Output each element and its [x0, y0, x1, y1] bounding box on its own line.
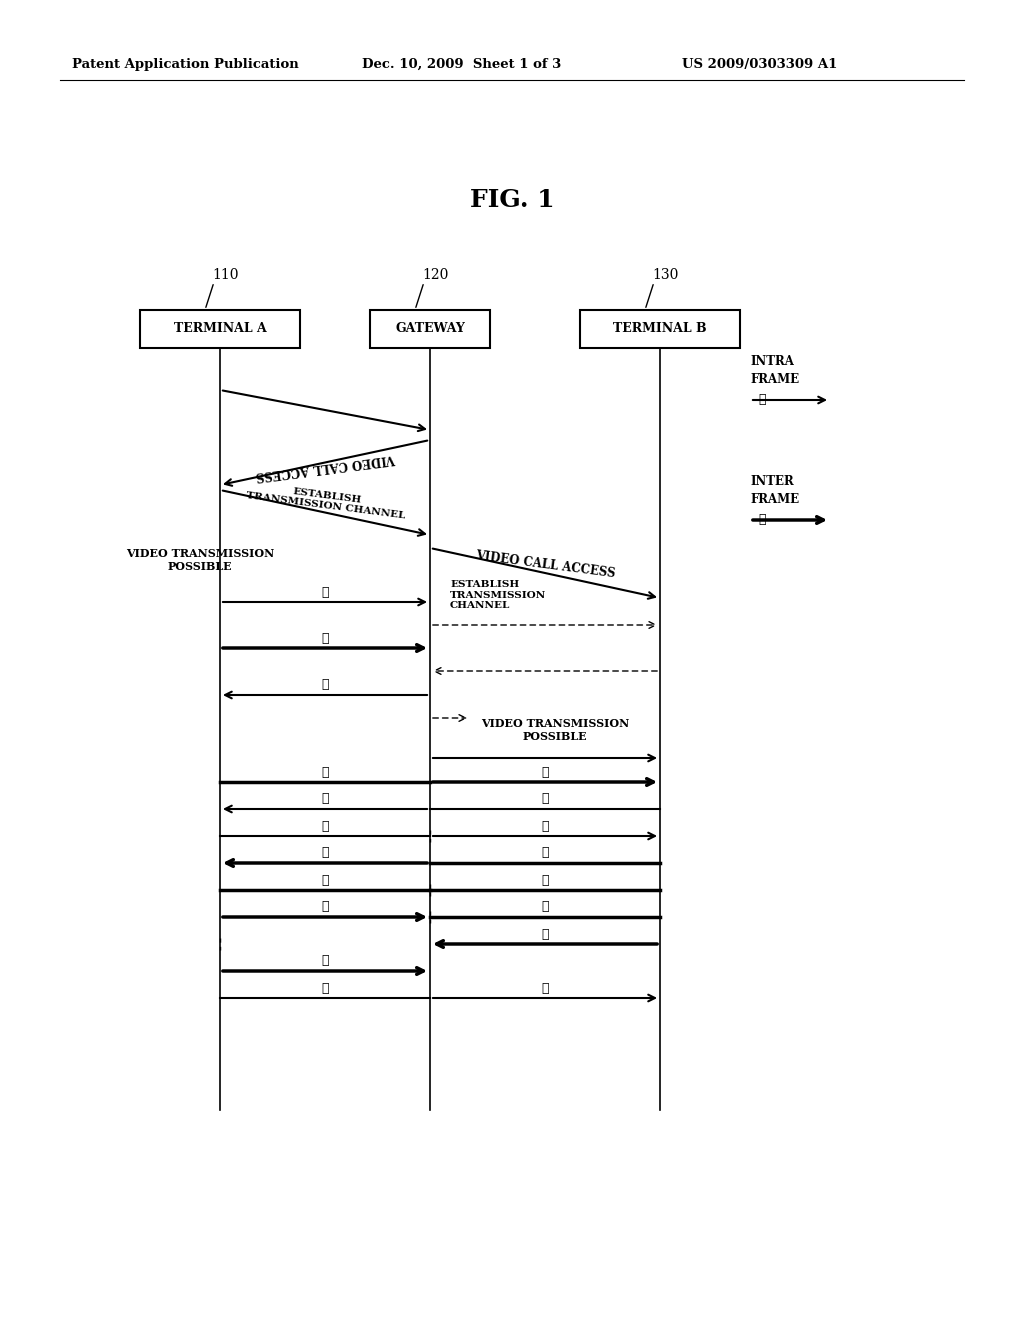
- Text: ②: ②: [322, 954, 329, 968]
- Text: ①: ①: [542, 982, 549, 994]
- Text: FRAME: FRAME: [750, 374, 799, 385]
- Text: GATEWAY: GATEWAY: [395, 322, 465, 335]
- Text: ②: ②: [758, 513, 766, 525]
- Text: ②: ②: [542, 928, 549, 940]
- Text: ②: ②: [322, 766, 329, 779]
- Text: TERMINAL A: TERMINAL A: [174, 322, 266, 335]
- Text: 110: 110: [212, 268, 239, 282]
- Text: ①: ①: [542, 820, 549, 833]
- Text: ESTABLISH
TRANSMISSION CHANNEL: ESTABLISH TRANSMISSION CHANNEL: [246, 480, 407, 521]
- Text: ②: ②: [322, 631, 329, 644]
- Text: TERMINAL B: TERMINAL B: [613, 322, 707, 335]
- Text: VIDEO CALL ACCESS: VIDEO CALL ACCESS: [475, 549, 616, 581]
- Text: ②: ②: [542, 900, 549, 913]
- Text: FIG. 1: FIG. 1: [470, 187, 554, 213]
- Text: ①: ①: [322, 792, 329, 805]
- Bar: [370, 310, 490, 348]
- Text: INTRA: INTRA: [750, 355, 794, 368]
- Text: ①: ①: [322, 982, 329, 994]
- Text: 130: 130: [652, 268, 678, 282]
- Text: Dec. 10, 2009  Sheet 1 of 3: Dec. 10, 2009 Sheet 1 of 3: [362, 58, 561, 71]
- Text: ②: ②: [322, 846, 329, 859]
- Text: ESTABLISH
TRANSMISSION
CHANNEL: ESTABLISH TRANSMISSION CHANNEL: [450, 581, 546, 610]
- Bar: [140, 310, 300, 348]
- Text: 120: 120: [422, 268, 449, 282]
- Text: ①: ①: [322, 586, 329, 598]
- Text: ②: ②: [322, 900, 329, 913]
- Text: VIDEO TRANSMISSION
POSSIBLE: VIDEO TRANSMISSION POSSIBLE: [126, 548, 274, 572]
- Text: ①: ①: [322, 820, 329, 833]
- Text: ②: ②: [542, 846, 549, 859]
- Text: ①: ①: [542, 792, 549, 805]
- Text: VIDEO CALL ACCESS: VIDEO CALL ACCESS: [255, 451, 396, 482]
- Text: US 2009/0303309 A1: US 2009/0303309 A1: [682, 58, 838, 71]
- Text: ②: ②: [542, 874, 549, 887]
- Text: ①: ①: [322, 678, 329, 692]
- Text: VIDEO TRANSMISSION
POSSIBLE: VIDEO TRANSMISSION POSSIBLE: [481, 718, 629, 742]
- Text: INTER: INTER: [750, 475, 794, 488]
- Text: ①: ①: [758, 393, 766, 407]
- Text: FRAME: FRAME: [750, 492, 799, 506]
- Text: Patent Application Publication: Patent Application Publication: [72, 58, 299, 71]
- Text: ②: ②: [322, 874, 329, 887]
- Bar: [580, 310, 740, 348]
- Text: ②: ②: [542, 766, 549, 779]
